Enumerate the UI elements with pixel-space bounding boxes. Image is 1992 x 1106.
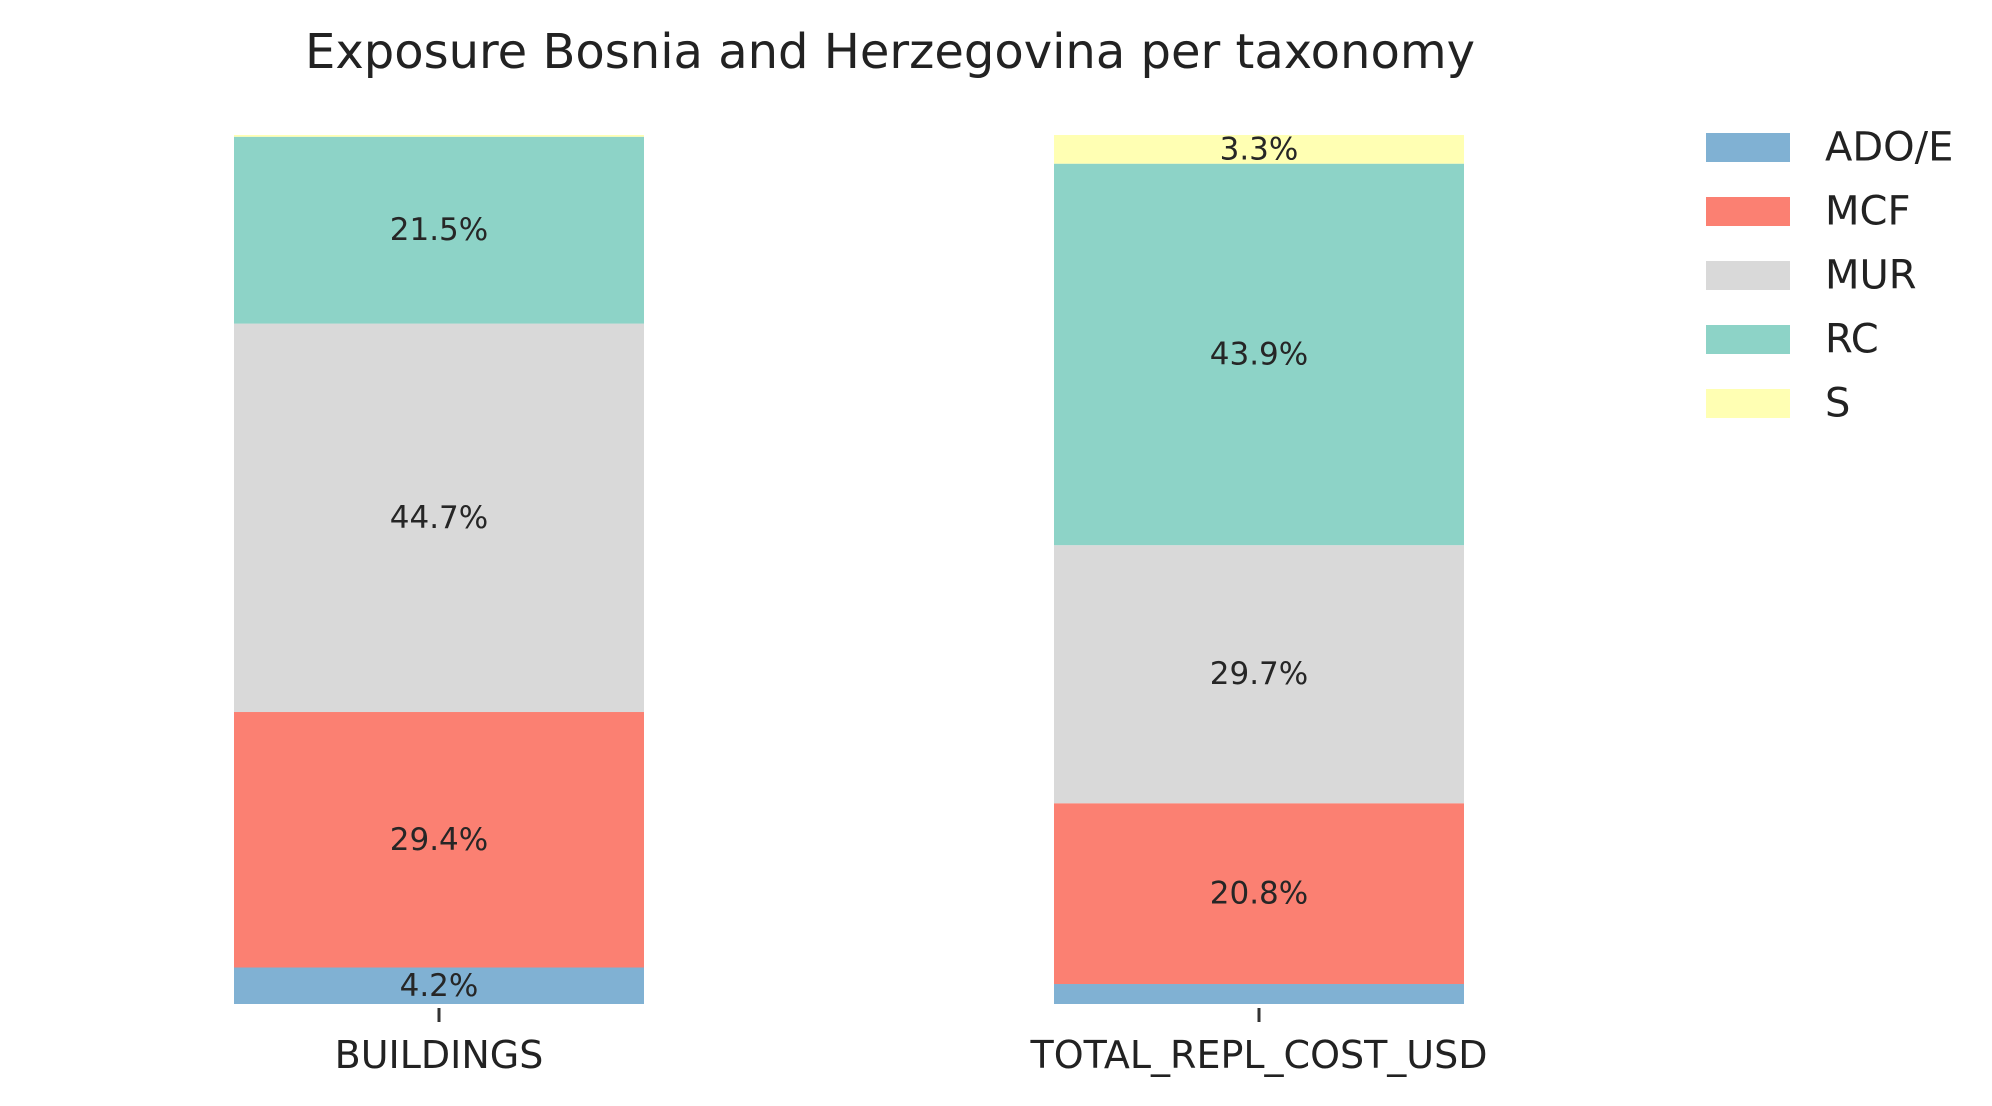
data-label-buildings-mcf: 29.4% [390,822,488,858]
legend-label-mcf: MCF [1825,189,1910,235]
data-label-total-repl-cost-usd-mur: 29.7% [1210,656,1308,692]
data-label-buildings-mur: 44.7% [390,500,488,536]
bar-total-repl-cost-usd-mcf [1054,803,1464,985]
bar-total-repl-cost-usd-mur [1054,545,1464,804]
data-label-buildings-rc: 21.5% [390,212,488,248]
data-label-buildings-ado-e: 4.2% [400,968,479,1004]
legend-swatch-s [1706,389,1790,418]
chart-title: Exposure Bosnia and Herzegovina per taxo… [305,24,1475,80]
bar-buildings-ado-e [234,967,644,1004]
bar-buildings-rc [234,136,644,324]
bars-group [234,135,1464,1004]
data-label-total-repl-cost-usd-rc: 43.9% [1210,336,1308,372]
bar-total-repl-cost-usd-s [1054,135,1464,164]
legend-label-s: S [1825,381,1850,427]
legend-swatch-rc [1706,325,1790,354]
bar-total-repl-cost-usd-ado-e [1054,984,1464,1004]
bar-buildings-s [234,135,644,137]
legend-swatch-mur [1706,261,1790,290]
legend-label-rc: RC [1825,317,1879,363]
bar-total-repl-cost-usd-rc [1054,163,1464,546]
legend-label-ado-e: ADO/E [1825,125,1953,171]
legend-label-mur: MUR [1825,253,1917,299]
data-labels-group: 4.2% 29.4% 44.7% 21.5% 20.8% 29.7% 43.9% 3.3% [390,131,1308,1003]
x-axis: BUILDINGS TOTAL_REPL_COST_USD [335,1008,1488,1077]
legend-swatch-mcf [1706,197,1790,226]
legend: ADO/E MCF MUR RC S [1706,125,1953,427]
x-tick-label-total-repl-cost-usd: TOTAL_REPL_COST_USD [1029,1033,1487,1077]
data-label-total-repl-cost-usd-mcf: 20.8% [1210,876,1308,912]
legend-swatch-ado-e [1706,133,1790,162]
x-tick-label-buildings: BUILDINGS [335,1033,544,1077]
data-label-total-repl-cost-usd-s: 3.3% [1220,131,1299,167]
bar-buildings-mcf [234,712,644,968]
bar-buildings-mur [234,323,644,713]
